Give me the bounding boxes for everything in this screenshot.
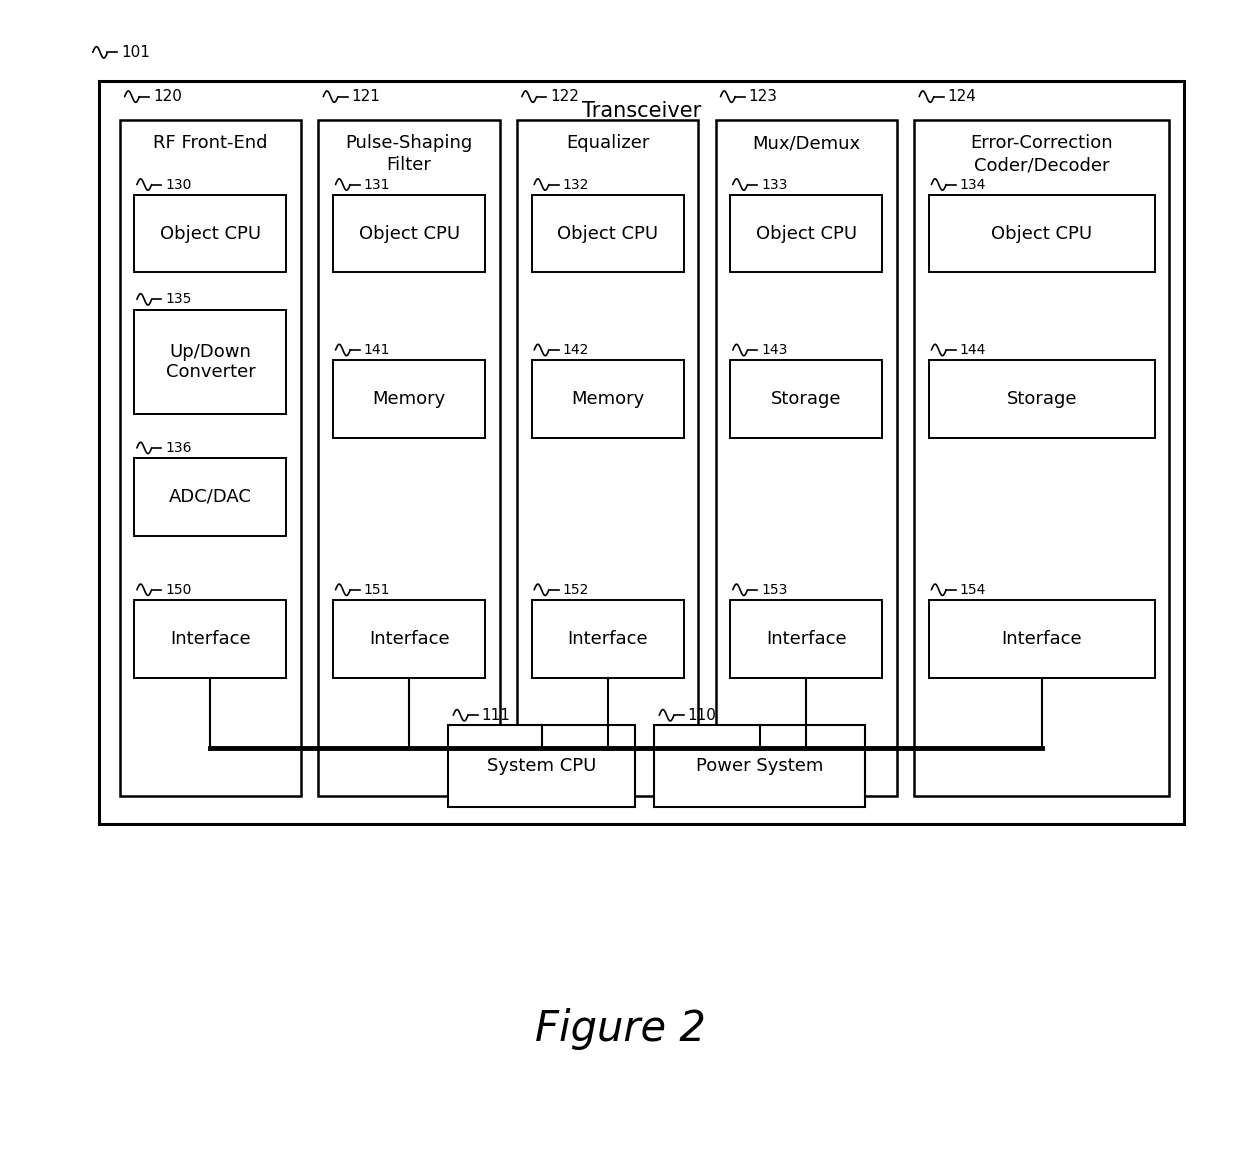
Text: 130: 130 <box>165 178 191 192</box>
Bar <box>334 600 485 678</box>
Bar <box>134 458 286 535</box>
Text: 122: 122 <box>551 90 579 105</box>
Text: Pulse-Shaping
Filter: Pulse-Shaping Filter <box>346 134 472 175</box>
Text: System CPU: System CPU <box>487 757 596 776</box>
Bar <box>134 194 286 272</box>
Bar <box>449 725 635 808</box>
Text: 111: 111 <box>481 708 511 723</box>
Text: 143: 143 <box>761 344 787 357</box>
Text: Up/Down
Converter: Up/Down Converter <box>166 342 255 381</box>
Bar <box>929 361 1154 438</box>
Text: Power System: Power System <box>696 757 823 776</box>
Text: 101: 101 <box>122 45 150 60</box>
Text: Interface: Interface <box>568 630 649 648</box>
Text: 136: 136 <box>165 441 192 455</box>
Bar <box>319 121 500 796</box>
Text: Memory: Memory <box>572 390 645 408</box>
Bar <box>532 194 683 272</box>
Text: Interface: Interface <box>1002 630 1083 648</box>
Text: Object CPU: Object CPU <box>756 224 857 242</box>
Text: 154: 154 <box>960 583 986 596</box>
Text: RF Front-End: RF Front-End <box>154 134 268 152</box>
Bar <box>334 194 485 272</box>
Bar <box>517 121 698 796</box>
Bar <box>532 361 683 438</box>
Text: ADC/DAC: ADC/DAC <box>169 488 252 506</box>
Text: 152: 152 <box>563 583 589 596</box>
Text: Mux/Demux: Mux/Demux <box>753 134 861 152</box>
Text: Object CPU: Object CPU <box>160 224 262 242</box>
Bar <box>134 600 286 678</box>
Text: 121: 121 <box>351 90 381 105</box>
Text: Transceiver: Transceiver <box>582 101 701 121</box>
Text: 131: 131 <box>363 178 391 192</box>
Text: Object CPU: Object CPU <box>991 224 1092 242</box>
Text: 153: 153 <box>761 583 787 596</box>
Text: Interface: Interface <box>766 630 847 648</box>
Text: Storage: Storage <box>1007 390 1078 408</box>
Bar <box>929 194 1154 272</box>
Text: 150: 150 <box>165 583 191 596</box>
Text: 124: 124 <box>947 90 976 105</box>
Text: 135: 135 <box>165 292 191 307</box>
Text: 110: 110 <box>687 708 717 723</box>
Text: 134: 134 <box>960 178 986 192</box>
Text: 144: 144 <box>960 344 986 357</box>
Bar <box>929 600 1154 678</box>
Text: Equalizer: Equalizer <box>565 134 650 152</box>
Text: 142: 142 <box>563 344 589 357</box>
Bar <box>120 121 301 796</box>
Text: Object CPU: Object CPU <box>557 224 658 242</box>
Bar <box>655 725 866 808</box>
Bar <box>532 600 683 678</box>
Text: 120: 120 <box>153 90 182 105</box>
Text: Error-Correction
Coder/Decoder: Error-Correction Coder/Decoder <box>971 134 1114 175</box>
Text: Storage: Storage <box>771 390 842 408</box>
Bar <box>99 80 1184 824</box>
Bar <box>914 121 1169 796</box>
Text: 133: 133 <box>761 178 787 192</box>
Text: Memory: Memory <box>372 390 445 408</box>
Text: 123: 123 <box>749 90 777 105</box>
Text: 132: 132 <box>563 178 589 192</box>
Text: Object CPU: Object CPU <box>358 224 460 242</box>
Text: Figure 2: Figure 2 <box>534 1008 706 1049</box>
Text: Interface: Interface <box>170 630 250 648</box>
Text: Interface: Interface <box>368 630 449 648</box>
Bar <box>730 194 883 272</box>
Text: 151: 151 <box>363 583 391 596</box>
Bar <box>334 361 485 438</box>
Bar <box>730 361 883 438</box>
Bar <box>134 309 286 415</box>
Text: 141: 141 <box>363 344 391 357</box>
Bar <box>715 121 897 796</box>
Bar <box>730 600 883 678</box>
